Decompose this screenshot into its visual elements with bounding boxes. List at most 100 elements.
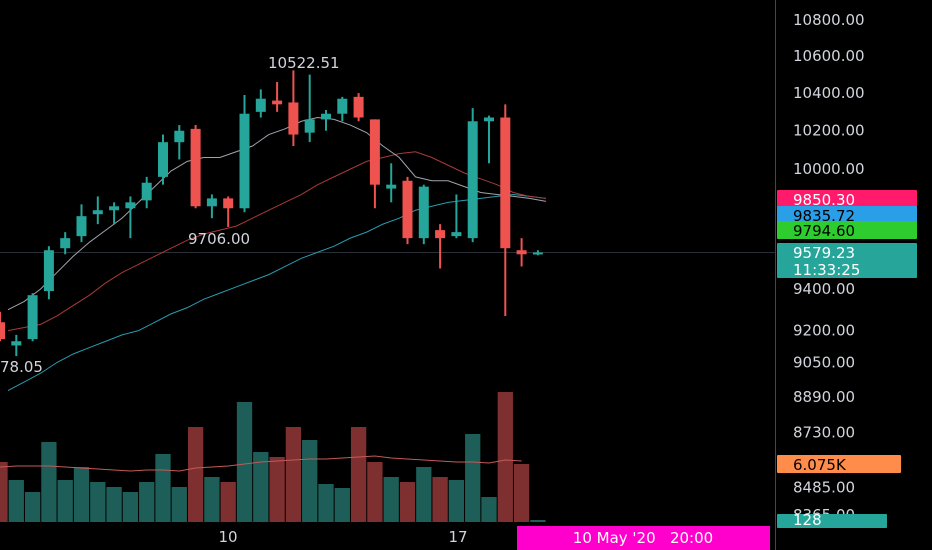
volume-bar (171, 487, 187, 522)
volume-bar (24, 492, 41, 522)
volume-bar (465, 434, 481, 522)
y-tick-label: 8730.00 (793, 423, 855, 441)
candle (337, 96, 348, 122)
y-tick-label: 9200.00 (793, 322, 855, 340)
svg-text:6.075K: 6.075K (793, 456, 847, 474)
volume-bar (187, 427, 204, 522)
volume-bar (318, 484, 334, 522)
volume-bar (285, 427, 302, 522)
volume-bar (155, 454, 171, 522)
volume-bar (269, 457, 285, 522)
volume-bar (253, 452, 269, 522)
volume-bar (122, 492, 139, 522)
candle (60, 232, 71, 255)
candle (467, 108, 478, 243)
candle (484, 115, 494, 164)
volume-bars (0, 392, 546, 522)
candle (451, 194, 462, 239)
high-annotation: 10522.51 (268, 54, 340, 72)
volume-bar (0, 462, 8, 522)
candle (92, 196, 103, 225)
price-badge: 9835.72 (777, 206, 917, 225)
volume-bar (302, 440, 318, 522)
y-tick-label: 8485.00 (793, 478, 855, 496)
candle (321, 109, 331, 131)
ma-mid-line (7, 151, 546, 332)
low-annotation: 9706.00 (188, 230, 250, 248)
candle (255, 89, 266, 118)
volume-bar (236, 402, 253, 522)
candle (27, 293, 38, 342)
candles (0, 70, 543, 357)
candle (418, 184, 429, 245)
ma-slow-line (7, 193, 546, 391)
volume-bar (350, 427, 367, 522)
volume-bar (497, 392, 513, 522)
candle (0, 311, 5, 342)
svg-text:9579.23: 9579.23 (793, 244, 855, 262)
candle (206, 194, 217, 219)
candle (43, 246, 54, 300)
candle (353, 93, 364, 122)
svg-text:9835.72: 9835.72 (793, 207, 855, 225)
volume-bar (513, 464, 530, 522)
crosshair-time-label: 10 May '20 20:00 (573, 529, 713, 547)
candle (272, 81, 283, 112)
volume-bar (73, 467, 90, 522)
y-tick-label: 9050.00 (793, 354, 855, 372)
volume-bar (8, 480, 24, 522)
candle (532, 250, 543, 256)
candle (190, 125, 201, 209)
candle (158, 134, 168, 185)
svg-text:9850.30: 9850.30 (793, 191, 855, 209)
candle (435, 224, 446, 269)
price-badge: 9794.60 (777, 221, 917, 240)
candle (500, 104, 511, 316)
candle (386, 163, 397, 203)
candle (174, 125, 185, 160)
price-badge: 9579.23 (777, 243, 917, 262)
y-tick-label: 10000.00 (793, 160, 865, 178)
candle (141, 176, 152, 209)
candle (288, 70, 299, 147)
candle (223, 196, 234, 227)
volume-bar (416, 467, 432, 522)
price-badge: 11:33:25 (777, 260, 917, 279)
y-tick-label: 10400.00 (793, 84, 865, 102)
y-tick-label: 10600.00 (793, 47, 865, 65)
volume-bar (139, 482, 155, 522)
candle (239, 94, 250, 213)
volume-bar (334, 488, 350, 522)
volume-bar (481, 497, 497, 522)
ma-fast-line (7, 116, 546, 311)
y-tick-label: 10800.00 (793, 11, 865, 29)
crosshair-time-badge (517, 526, 770, 550)
y-tick-label: 8890.00 (793, 388, 855, 406)
volume-bar (106, 487, 122, 522)
candle (402, 176, 413, 245)
volume-bar (41, 442, 57, 522)
volume-bar (448, 480, 465, 522)
volume-bar (220, 482, 236, 522)
time-axis[interactable]: 10 17 10 May '20 20:00 (218, 526, 770, 550)
volume-bar (90, 482, 106, 522)
price-axis[interactable]: 10800.00 10600.00 10400.00 10200.00 10000.00… (793, 11, 865, 524)
candle (304, 74, 315, 143)
candle (125, 196, 136, 239)
x-tick-label: 17 (448, 528, 467, 546)
candle (109, 202, 120, 225)
candle (516, 238, 527, 267)
y-tick-label: 10200.00 (793, 122, 865, 140)
volume-bar (383, 477, 399, 522)
volume-ma-line (0, 455, 522, 472)
candle (369, 119, 380, 209)
volume-bar (204, 477, 220, 522)
price-badge: 128 (777, 511, 887, 529)
y-tick-label: 9400.00 (793, 280, 855, 298)
price-badge: 9850.30 (777, 190, 917, 209)
volume-bar (367, 462, 383, 522)
candle (76, 204, 87, 243)
svg-text:11:33:25: 11:33:25 (793, 261, 860, 279)
